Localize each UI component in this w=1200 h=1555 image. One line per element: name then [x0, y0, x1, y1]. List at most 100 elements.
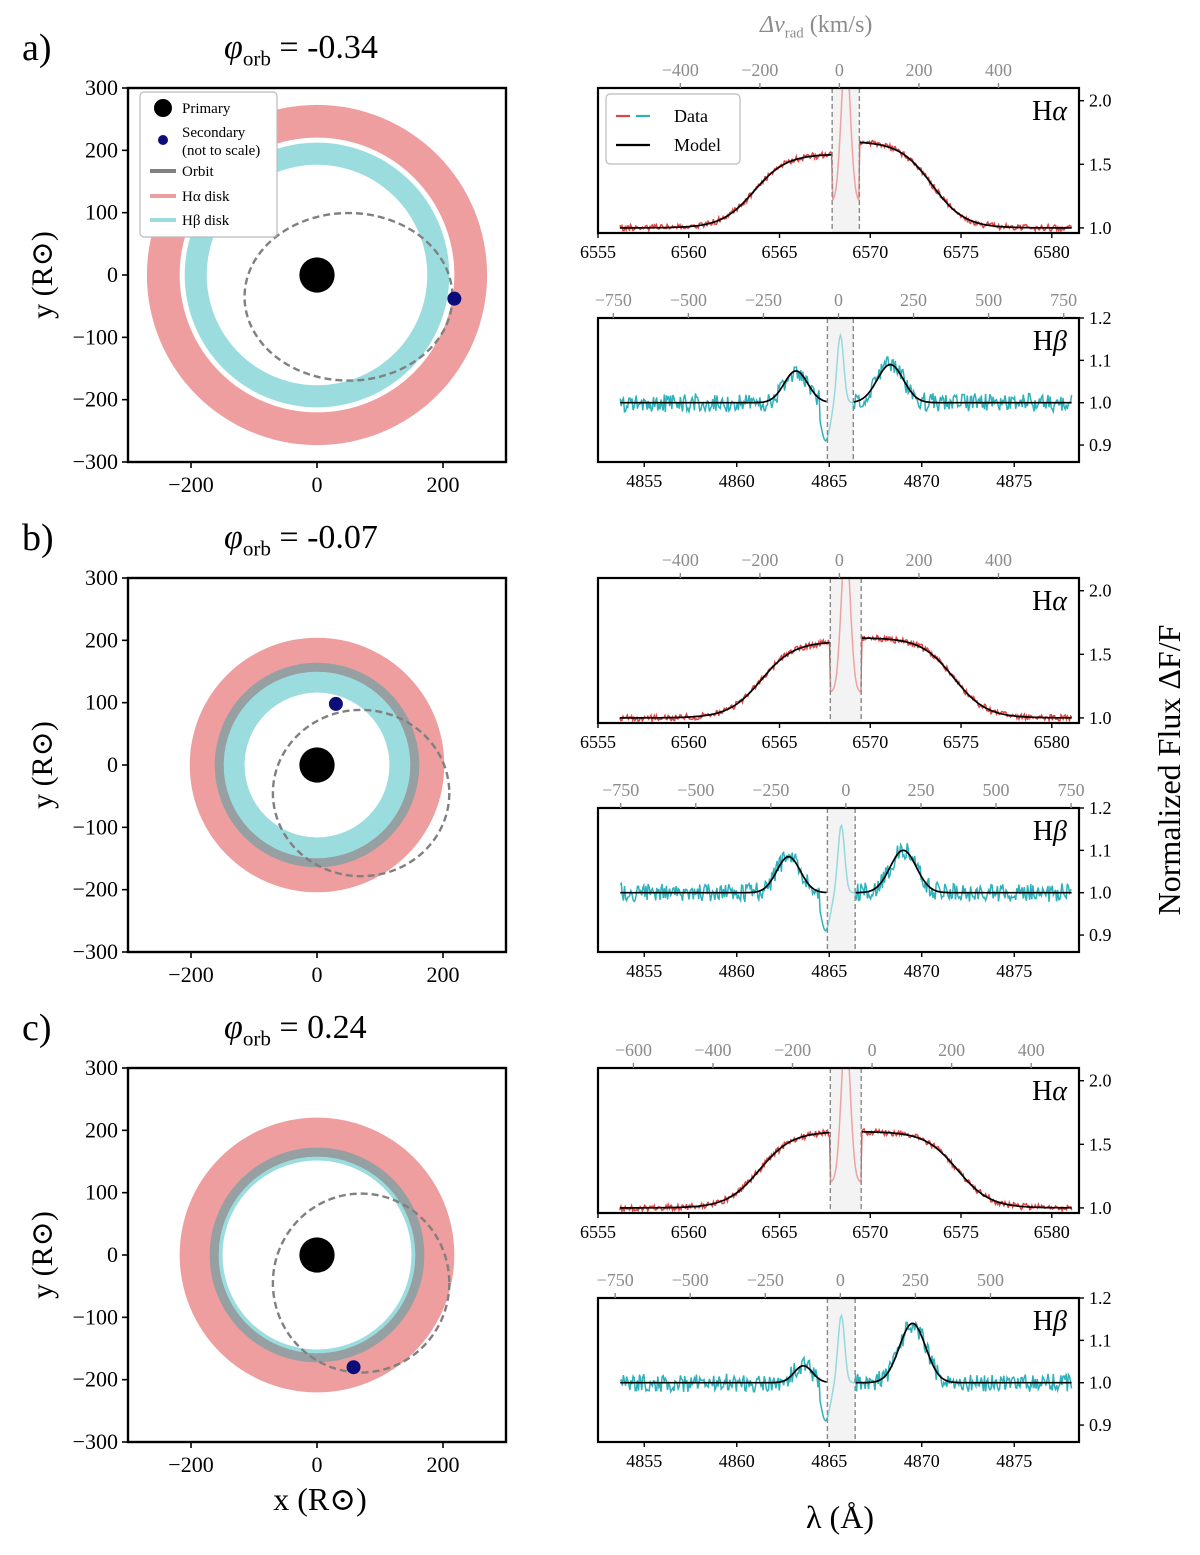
spectrum-frame [596, 576, 1081, 725]
y-tick-label: 100 [85, 1180, 118, 1205]
vel-tick-label: 0 [834, 290, 843, 310]
y-tick-label: 200 [85, 627, 118, 652]
spectrum-frame [596, 1066, 1081, 1215]
vel-tick-label: 400 [985, 60, 1012, 80]
secondary-star [447, 291, 462, 306]
x-tick-label: 4855 [626, 471, 662, 491]
vel-tick-label: 500 [975, 290, 1002, 310]
panel-c: c) φorb = 0.24 −200 0 200 −300 −200 −100 0 100 200… [22, 1007, 1112, 1477]
x-tick-label: 4860 [719, 961, 755, 981]
y-tick-label: −300 [73, 449, 118, 474]
y-tick-label: 300 [85, 565, 118, 590]
orbit-plot: −200 0 200 −300 −200 −100 0 100 200 300 y (R⊙) [26, 1055, 508, 1477]
vel-tick-label: 750 [1058, 780, 1085, 800]
vel-tick-label: −250 [747, 1270, 784, 1290]
spectrum-halpha: 6555 6560 6565 6570 6575 6580 1.0 1.5 2.0 −600 −40… [580, 1040, 1112, 1242]
y-tick-label: 1.2 [1089, 308, 1112, 328]
model-line-left [619, 1131, 830, 1209]
mask-fade [832, 88, 860, 233]
panel-a: a) φorb = -0.34 −200 0 200 −300 −200 −100 0 100 20… [22, 27, 1112, 497]
x-tick-label: 0 [312, 1452, 323, 1477]
vel-tick-label: 200 [905, 550, 932, 570]
legend-data-label: Data [674, 106, 708, 126]
legend-secondary-marker [158, 135, 168, 145]
vel-tick-label: 400 [985, 550, 1012, 570]
vel-tick-label: −250 [745, 290, 782, 310]
y-tick-label: 1.1 [1089, 840, 1112, 860]
legend-model-label: Model [674, 135, 721, 155]
spectrum-hbeta: 4855 4860 4865 4870 4875 0.9 1.0 1.1 1.2 −750 −500… [595, 290, 1112, 491]
y-tick-label: −300 [73, 1429, 118, 1454]
primary-star [299, 1237, 335, 1273]
secondary-star [328, 696, 343, 711]
legend-box [139, 91, 278, 238]
x-tick-label: −200 [168, 472, 213, 497]
y-tick-label: 1.0 [1089, 393, 1112, 413]
x-tick-label: 200 [427, 962, 460, 987]
x-tick-label: 200 [427, 1452, 460, 1477]
model-line-left [619, 153, 832, 229]
line-label: Hα [1032, 96, 1068, 127]
y-tick-label: 2.0 [1089, 1071, 1112, 1091]
x-tick-label: 6580 [1034, 732, 1070, 752]
legend-box [605, 93, 741, 165]
y-tick-label: 2.0 [1089, 91, 1112, 111]
vel-tick-label: −400 [662, 60, 699, 80]
y-tick-label: 1.0 [1089, 218, 1112, 238]
spectrum-x-label: λ (Å) [806, 1499, 874, 1535]
spectrum-y-label: Normalized Flux ΔF/F [1151, 625, 1187, 916]
y-tick-label: 200 [85, 137, 118, 162]
x-tick-label: 4870 [904, 961, 940, 981]
x-tick-label: 6570 [852, 732, 888, 752]
y-tick-label: 1.5 [1089, 154, 1112, 174]
x-tick-label: 4860 [719, 1451, 755, 1471]
x-tick-label: 6565 [762, 732, 798, 752]
legend-secondary-label: Secondary [182, 125, 246, 141]
x-tick-label: 6555 [580, 1222, 616, 1242]
vel-tick-label: 400 [1018, 1040, 1045, 1060]
y-tick-label: 100 [85, 200, 118, 225]
vel-tick-label: −400 [694, 1040, 731, 1060]
y-tick-label: −200 [73, 877, 118, 902]
orbit-content [179, 1117, 455, 1393]
vel-tick-label: −400 [662, 550, 699, 570]
mask-fade [830, 578, 862, 723]
orbit-x-label: x (R⊙) [273, 1481, 366, 1517]
x-tick-label: 0 [312, 472, 323, 497]
spectrum-content [619, 318, 1073, 462]
mask-fade [827, 808, 856, 952]
data-line [619, 578, 1073, 723]
y-tick-label: 1.5 [1089, 644, 1112, 664]
line-label: Hα [1032, 1076, 1068, 1107]
x-tick-label: 6565 [762, 242, 798, 262]
y-tick-label: 300 [85, 1055, 118, 1080]
model-line-left [619, 641, 830, 719]
spectrum-content [619, 578, 1073, 723]
panel-label: c) [22, 1007, 52, 1049]
orbit-path [243, 211, 454, 382]
spectrum-content [619, 1068, 1073, 1213]
vel-tick-label: 200 [938, 1040, 965, 1060]
spectrum-halpha: 6555 6560 6565 6570 6575 6580 1.0 1.5 2.0 −400 −20… [580, 60, 1112, 262]
spectrum-hbeta: 4855 4860 4865 4870 4875 0.9 1.0 1.1 1.2 −750 −500… [597, 1270, 1112, 1471]
vel-tick-label: −500 [672, 1270, 709, 1290]
vel-tick-label: −200 [741, 550, 778, 570]
spectrum-frame [596, 86, 1081, 235]
x-tick-label: 4870 [904, 1451, 940, 1471]
legend-secondary-note: (not to scale) [182, 143, 260, 159]
mask-fade [827, 1298, 856, 1442]
x-tick-label: 4870 [904, 471, 940, 491]
phase-title: φorb = -0.07 [224, 519, 378, 560]
orbit-content [146, 104, 488, 446]
y-tick-label: 0.9 [1089, 1415, 1112, 1435]
x-tick-label: 4865 [811, 961, 847, 981]
vel-tick-label: −250 [752, 780, 789, 800]
vel-tick-label: −750 [595, 290, 632, 310]
vel-tick-label: 500 [977, 1270, 1004, 1290]
model-line-right [861, 637, 1072, 719]
legend-orbit-label: Orbit [182, 164, 214, 180]
line-label: Hβ [1033, 1306, 1067, 1337]
x-tick-label: 6560 [671, 1222, 707, 1242]
velocity-axis-label: Δvrad (km/s) [759, 12, 872, 41]
